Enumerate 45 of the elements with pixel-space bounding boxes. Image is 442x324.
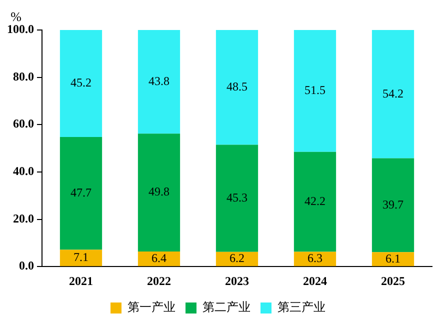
x-tick-label: 2023 [225, 274, 249, 288]
data-label: 45.3 [226, 190, 248, 204]
bar [60, 136, 102, 250]
legend-label: 第二产业 [202, 300, 250, 314]
data-label: 39.7 [382, 197, 404, 212]
bar [372, 158, 414, 252]
y-tick-label: 80.0 [13, 69, 34, 84]
data-label: 6.3 [308, 251, 322, 266]
data-label: 7.1 [74, 250, 88, 264]
x-tick-label: 2025 [381, 274, 405, 288]
data-label: 47.7 [70, 186, 92, 200]
y-axis-title: % [10, 8, 22, 24]
bar [216, 30, 258, 145]
bar [60, 30, 102, 137]
bar [372, 252, 414, 266]
bar [138, 134, 180, 252]
y-tick-label: 0.0 [19, 258, 34, 273]
bar [138, 30, 180, 134]
legend-label: 第三产业 [278, 300, 326, 314]
y-tick-label: 40.0 [13, 164, 34, 178]
data-label: 6.1 [386, 251, 400, 266]
bar [294, 152, 336, 252]
y-tick-label: 60.0 [13, 116, 34, 131]
data-label: 51.5 [304, 83, 326, 98]
x-tick-label: 2024 [303, 274, 327, 288]
data-label: 6.4 [152, 250, 166, 265]
data-label: 54.2 [382, 86, 404, 100]
data-label: 42.2 [304, 194, 326, 208]
bar [216, 144, 258, 252]
bar [294, 252, 336, 266]
data-label: 48.5 [226, 80, 248, 94]
x-tick-label: 2022 [147, 274, 171, 288]
data-label: 6.2 [230, 251, 244, 266]
y-tick-label: 100.0 [7, 22, 34, 36]
x-tick-label: 2021 [69, 274, 93, 288]
y-tick-label: 20.0 [13, 211, 34, 226]
bar [294, 30, 336, 152]
bar [216, 252, 258, 266]
bar [372, 30, 414, 158]
legend-label: 第一产业 [128, 300, 176, 314]
data-label: 49.8 [148, 184, 170, 199]
data-label: 43.8 [148, 74, 170, 88]
bar [60, 250, 102, 266]
bar [138, 251, 180, 266]
data-label: 45.2 [70, 76, 92, 90]
